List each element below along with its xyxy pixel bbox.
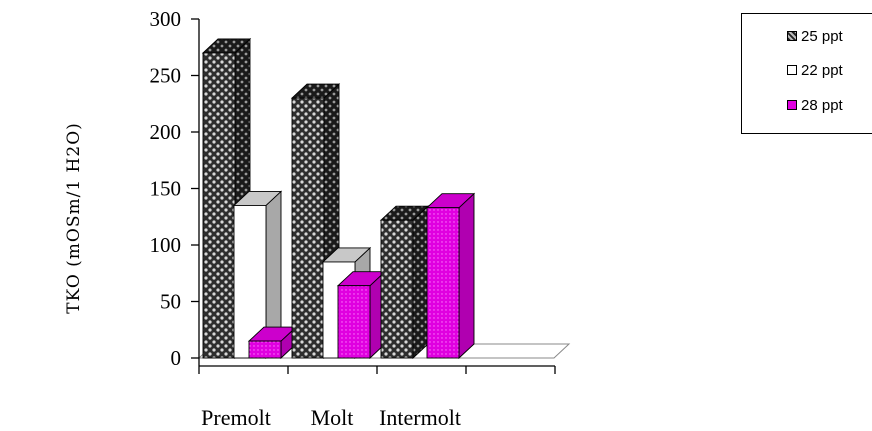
bar-front <box>202 52 236 359</box>
bar-front <box>337 285 371 359</box>
bar-front <box>248 340 282 359</box>
legend-swatch-28ppt <box>787 100 797 110</box>
chart-legend: 25 ppt 22 ppt 28 ppt <box>741 13 872 134</box>
legend-label-22ppt: 22 ppt <box>801 61 843 79</box>
x-tick-label: Premolt <box>201 405 271 430</box>
legend-item-28ppt: 28 ppt <box>787 94 843 116</box>
legend-label-25ppt: 25 ppt <box>801 27 843 45</box>
chart-labels: 0 50 100 150 200 250 300 Premolt Molt Intermolt TK… <box>64 7 461 430</box>
bar <box>336 270 387 360</box>
y-tick-label: 300 <box>150 7 182 31</box>
legend-swatch-25ppt <box>787 31 797 41</box>
legend-item-25ppt: 25 ppt <box>787 25 843 47</box>
legend-swatch-22ppt <box>787 65 797 75</box>
y-tick-label: 50 <box>160 290 181 314</box>
bar <box>425 192 476 360</box>
y-axis-title: TKO (mOSm/1 H2O) <box>64 122 84 314</box>
y-tick-label: 100 <box>150 233 182 257</box>
chart-axes <box>191 18 556 374</box>
bar-front <box>291 97 325 359</box>
chart-bars <box>201 37 476 360</box>
bar-side <box>458 192 475 360</box>
y-tick-label: 200 <box>150 120 182 144</box>
bar-front <box>426 207 460 359</box>
bar-front <box>380 219 414 359</box>
x-tick-label: Intermolt <box>379 405 461 430</box>
x-tick-label: Molt <box>311 405 354 430</box>
y-tick-label: 150 <box>150 177 182 201</box>
legend-item-22ppt: 22 ppt <box>787 59 843 81</box>
y-tick-label: 0 <box>171 346 182 370</box>
y-tick-label: 250 <box>150 64 182 88</box>
legend-label-28ppt: 28 ppt <box>801 96 843 114</box>
bar <box>379 205 430 360</box>
bar <box>232 190 283 360</box>
bar-side <box>412 205 429 360</box>
